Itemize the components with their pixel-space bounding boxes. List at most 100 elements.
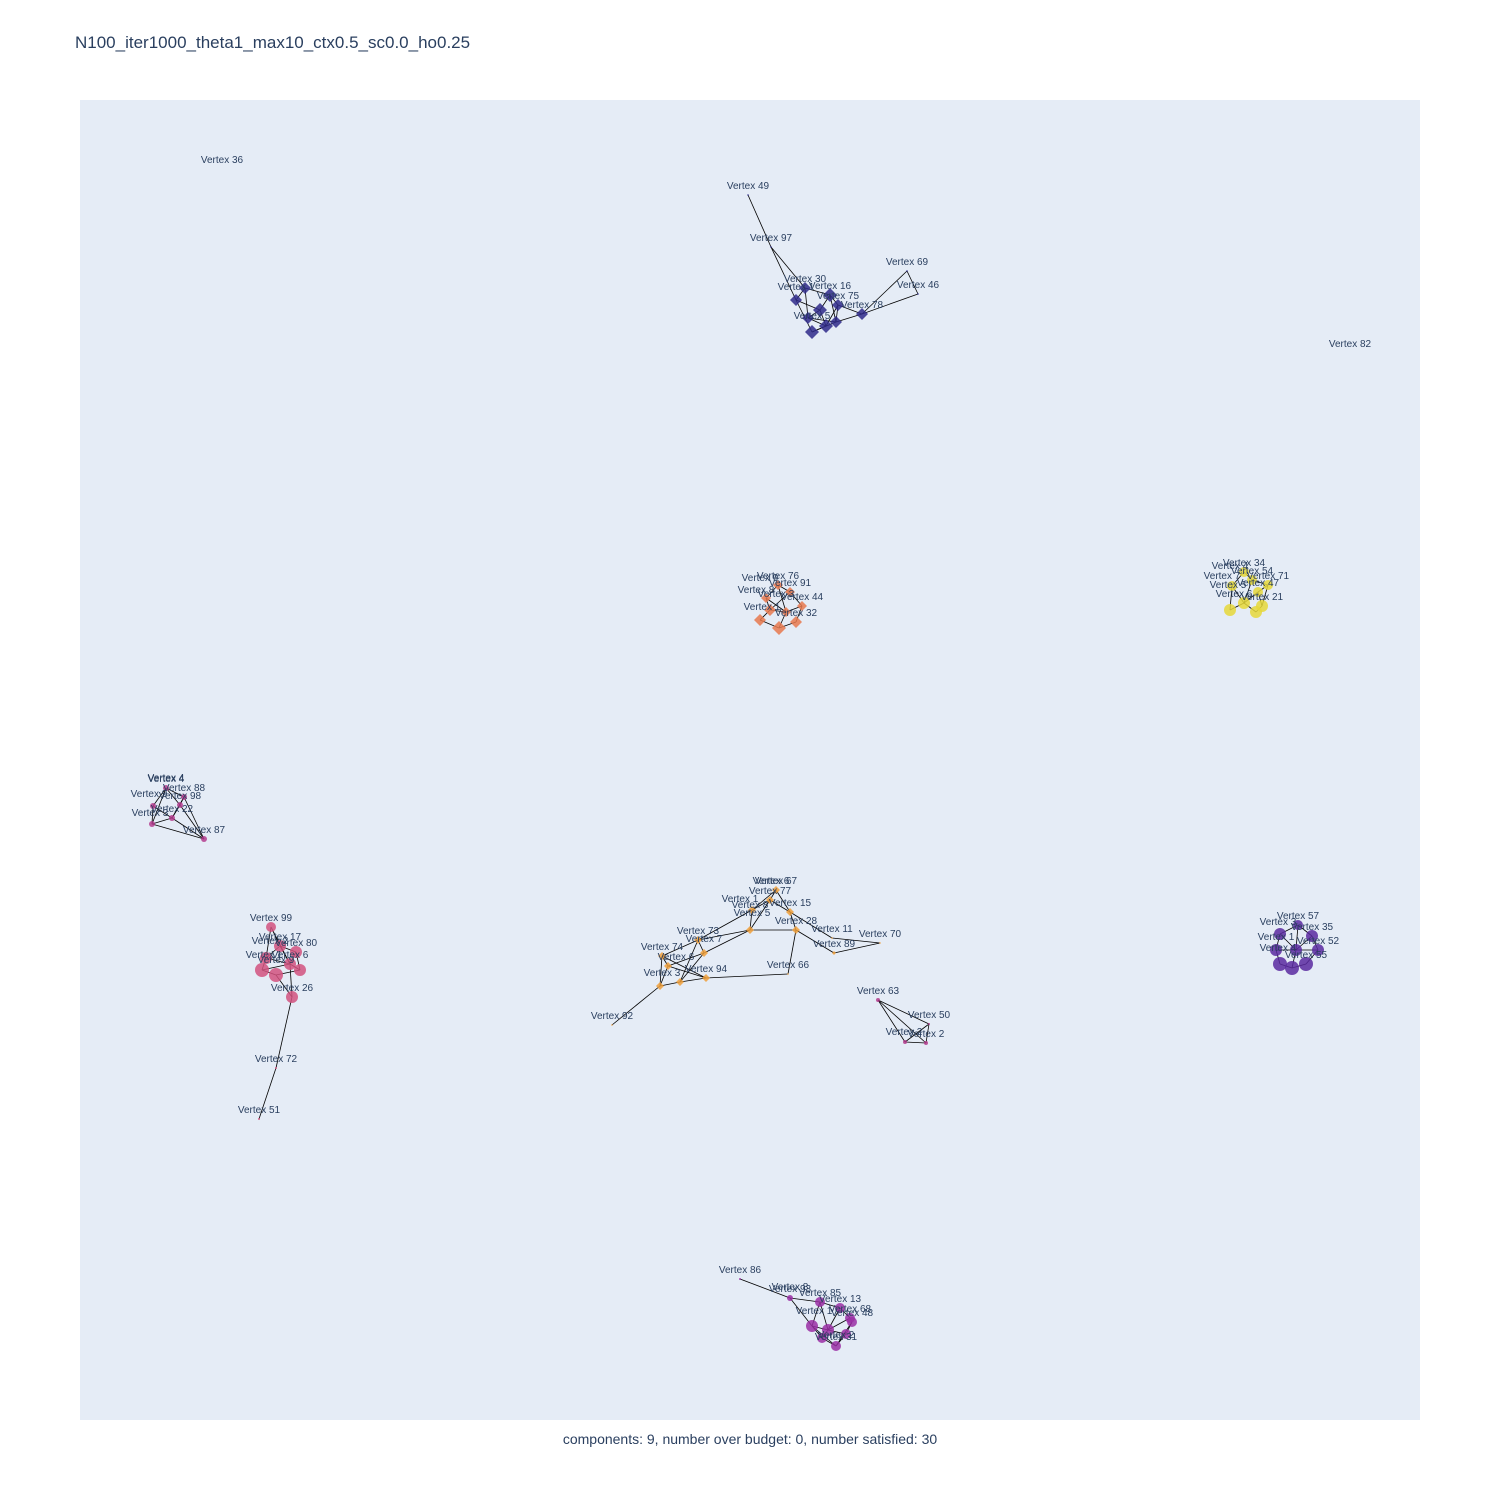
graph-node[interactable] — [906, 270, 908, 272]
graph-node[interactable] — [823, 288, 837, 302]
graph-edge — [275, 996, 293, 1069]
graph-node[interactable] — [1227, 581, 1237, 591]
vertex-label: Vertex 6 — [753, 876, 790, 887]
graph-node[interactable] — [764, 604, 776, 616]
graph-node[interactable] — [275, 1067, 277, 1069]
graph-node[interactable] — [149, 821, 155, 827]
graph-node[interactable] — [1270, 944, 1282, 956]
graph-node[interactable] — [747, 194, 749, 196]
graph-node[interactable] — [1247, 575, 1257, 585]
graph-node[interactable] — [790, 294, 802, 306]
graph-node[interactable] — [831, 937, 833, 939]
graph-node[interactable] — [266, 922, 276, 932]
graph-node[interactable] — [856, 308, 868, 320]
graph-node[interactable] — [924, 1041, 928, 1045]
graph-edge — [661, 939, 699, 957]
graph-node[interactable] — [1238, 597, 1250, 609]
graph-node[interactable] — [658, 952, 666, 960]
graph-edge — [165, 787, 181, 806]
graph-node[interactable] — [841, 1329, 851, 1339]
graph-node[interactable] — [1306, 930, 1318, 942]
graph-node[interactable] — [1312, 944, 1324, 956]
graph-node[interactable] — [1274, 928, 1286, 940]
graph-node[interactable] — [676, 978, 684, 986]
graph-node[interactable] — [702, 974, 710, 982]
graph-node[interactable] — [832, 299, 844, 311]
graph-node[interactable] — [201, 836, 207, 842]
graph-node[interactable] — [1263, 580, 1273, 590]
graph-node[interactable] — [802, 312, 814, 324]
graph-node[interactable] — [181, 794, 187, 800]
graph-node[interactable] — [177, 802, 183, 808]
graph-node[interactable] — [664, 962, 672, 970]
graph-node[interactable] — [847, 1317, 857, 1327]
vertex-label: Vertex 8 — [772, 1282, 809, 1293]
graph-node[interactable] — [290, 946, 302, 958]
graph-node[interactable] — [806, 1320, 818, 1332]
graph-node[interactable] — [817, 1333, 827, 1343]
graph-node[interactable] — [754, 614, 766, 626]
graph-node[interactable] — [656, 982, 664, 990]
graph-node[interactable] — [1299, 957, 1313, 971]
graph-node[interactable] — [739, 1278, 741, 1280]
graph-node[interactable] — [611, 1024, 613, 1026]
graph-edge — [659, 955, 663, 987]
graph-node[interactable] — [822, 1324, 834, 1336]
graph-node[interactable] — [761, 593, 771, 603]
graph-node[interactable] — [799, 282, 811, 294]
graph-node[interactable] — [1285, 961, 1299, 975]
graph-node[interactable] — [770, 246, 772, 248]
graph-node[interactable] — [787, 1295, 793, 1301]
graph-node[interactable] — [274, 940, 286, 952]
graph-node[interactable] — [832, 951, 836, 955]
graph-node[interactable] — [1224, 604, 1236, 616]
graph-node[interactable] — [792, 926, 800, 934]
graph-node[interactable] — [781, 607, 791, 617]
graph-node[interactable] — [797, 601, 807, 611]
graph-node[interactable] — [163, 785, 169, 791]
graph-node[interactable] — [830, 316, 842, 328]
vertex-label: Vertex 16 — [809, 281, 852, 292]
graph-node[interactable] — [790, 616, 802, 628]
graph-node[interactable] — [813, 303, 827, 317]
graph-node[interactable] — [746, 926, 754, 934]
graph-node[interactable] — [1293, 920, 1303, 930]
graph-node[interactable] — [294, 964, 306, 976]
graph-node[interactable] — [917, 293, 919, 295]
graph-node[interactable] — [255, 963, 269, 977]
graph-node[interactable] — [786, 908, 794, 916]
graph-node[interactable] — [831, 1341, 841, 1351]
graph-node[interactable] — [787, 973, 789, 975]
graph-node[interactable] — [284, 958, 296, 970]
graph-node[interactable] — [876, 998, 880, 1002]
graph-node[interactable] — [169, 815, 175, 821]
graph-node[interactable] — [815, 1297, 825, 1307]
graph-node[interactable] — [805, 325, 819, 339]
graph-node[interactable] — [1253, 587, 1263, 597]
graph-node[interactable] — [879, 942, 881, 944]
graph-edge — [751, 889, 777, 911]
graph-node[interactable] — [835, 1303, 845, 1313]
graph-node[interactable] — [785, 587, 795, 597]
graph-node[interactable] — [1250, 606, 1262, 618]
graph-node[interactable] — [903, 1040, 907, 1044]
graph-node[interactable] — [772, 621, 786, 635]
graph-node[interactable] — [269, 968, 283, 982]
graph-node[interactable] — [928, 1023, 930, 1025]
graph-node[interactable] — [1290, 944, 1302, 956]
graph-node[interactable] — [1239, 567, 1249, 577]
graph-node[interactable] — [819, 319, 833, 333]
graph-node[interactable] — [694, 936, 702, 944]
graph-node[interactable] — [773, 580, 783, 590]
graph-node[interactable] — [260, 952, 272, 964]
graph-node[interactable] — [258, 1118, 260, 1120]
graph-node[interactable] — [748, 906, 756, 914]
graph-node[interactable] — [700, 949, 708, 957]
graph-node[interactable] — [286, 991, 298, 1003]
vertex-label: Vertex 26 — [271, 983, 314, 994]
vertex-label: Vertex 7 — [1204, 571, 1241, 582]
graph-node[interactable] — [772, 886, 780, 894]
graph-node[interactable] — [150, 803, 156, 809]
graph-node[interactable] — [766, 896, 774, 904]
graph-node[interactable] — [1273, 957, 1287, 971]
